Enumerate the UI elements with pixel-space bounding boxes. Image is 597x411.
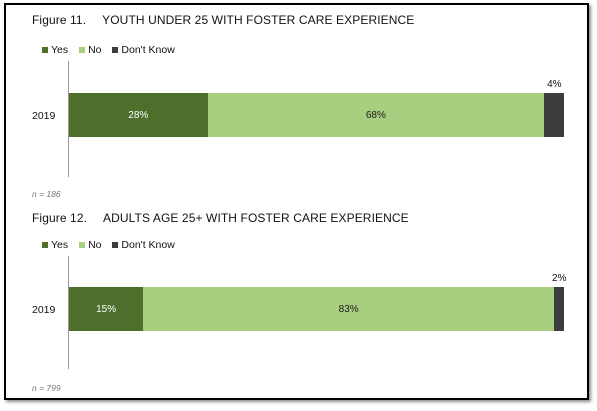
bar-segment-no: 68% — [207, 93, 545, 137]
legend-item-yes: Yes — [42, 44, 68, 56]
data-label-don-t-know: 2% — [552, 273, 567, 284]
sample-size-note: n = 799 — [32, 383, 61, 393]
y-axis-line — [68, 61, 69, 177]
y-tick-label: 2019 — [32, 110, 56, 122]
legend-swatch-yes — [42, 47, 48, 53]
sample-size-note: n = 186 — [32, 189, 61, 199]
legend-swatch-dont-know — [112, 47, 119, 53]
figure-frame: Figure 11. YOUTH UNDER 25 WITH FOSTER CAR… — [4, 3, 589, 400]
bar-segment-yes: 15% — [69, 287, 144, 331]
figure-12: Figure 12. ADULTS AGE 25+ WITH FOSTER CAR… — [6, 211, 587, 411]
legend-item-dont-know: Don't Know — [112, 44, 175, 56]
legend-label-no: No — [88, 239, 102, 251]
chart-legend: Yes No Don't Know — [42, 44, 183, 56]
data-label-yes: 15% — [96, 303, 117, 315]
stacked-bar: 15% 83% — [69, 287, 564, 331]
y-axis-line — [68, 256, 69, 369]
legend-item-no: No — [79, 239, 102, 251]
legend-swatch-no — [79, 242, 86, 248]
legend-label-dont-know: Don't Know — [121, 239, 175, 251]
legend-label-yes: Yes — [51, 239, 69, 251]
y-tick-label: 2019 — [32, 304, 56, 316]
figure-title: Figure 11. YOUTH UNDER 25 WITH FOSTER CAR… — [32, 13, 414, 27]
bar-segment-don-t-know — [554, 287, 564, 331]
figure-heading: ADULTS AGE 25+ WITH FOSTER CARE EXPERIEN… — [103, 211, 409, 225]
legend-swatch-yes — [42, 242, 48, 248]
figure-heading: YOUTH UNDER 25 WITH FOSTER CARE EXPERIEN… — [102, 13, 415, 27]
legend-swatch-no — [79, 47, 86, 53]
bar-segment-yes: 28% — [69, 93, 208, 137]
data-label-no: 83% — [338, 303, 359, 315]
legend-item-no: No — [79, 44, 102, 56]
figure-title: Figure 12. ADULTS AGE 25+ WITH FOSTER CAR… — [32, 211, 409, 225]
legend-label-dont-know: Don't Know — [121, 44, 175, 56]
data-label-yes: 28% — [128, 109, 149, 121]
legend-item-dont-know: Don't Know — [112, 239, 175, 251]
legend-label-yes: Yes — [51, 44, 69, 56]
stacked-bar: 28% 68% — [69, 93, 564, 137]
figure-number: Figure 12. — [32, 211, 88, 225]
figure-number: Figure 11. — [32, 13, 87, 27]
legend-label-no: No — [88, 44, 102, 56]
chart-legend: Yes No Don't Know — [42, 239, 183, 251]
legend-swatch-dont-know — [112, 242, 119, 248]
data-label-don-t-know: 4% — [547, 79, 562, 90]
legend-item-yes: Yes — [42, 239, 68, 251]
bar-segment-no: 83% — [143, 287, 555, 331]
figure-11: Figure 11. YOUTH UNDER 25 WITH FOSTER CAR… — [6, 13, 587, 213]
bar-segment-don-t-know — [544, 93, 564, 137]
data-label-no: 68% — [365, 109, 386, 121]
